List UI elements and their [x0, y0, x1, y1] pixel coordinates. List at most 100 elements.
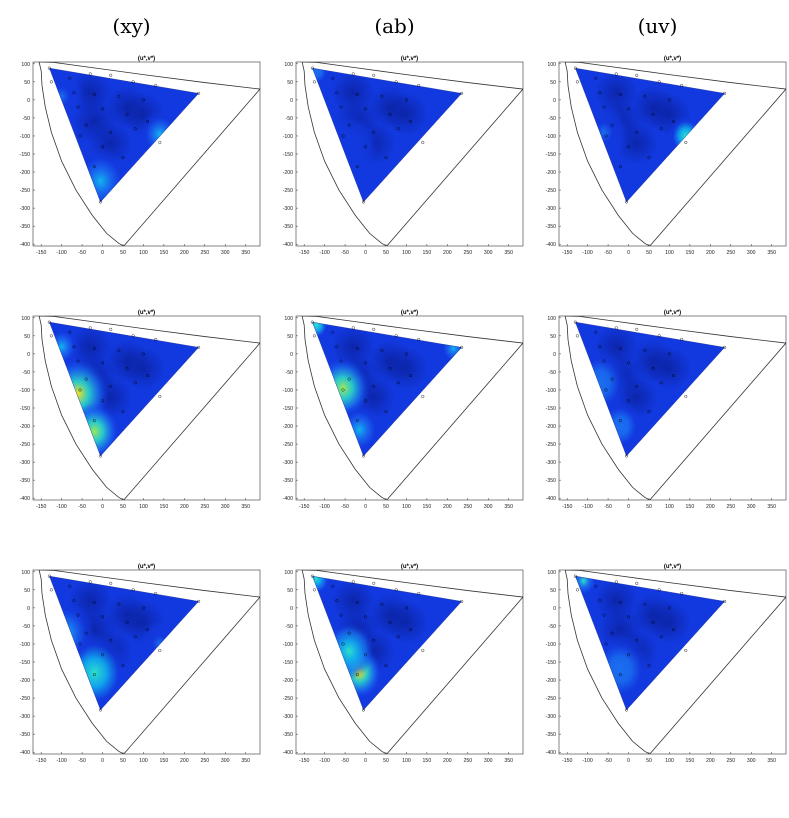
y-tick-label: -300: [20, 206, 30, 212]
panel-title: (u*,v*): [138, 56, 155, 62]
plot-frame: [295, 315, 524, 501]
locus-right-edge: [123, 88, 260, 246]
sample-point: [339, 613, 343, 617]
y-tick-label: 100: [284, 316, 293, 322]
plot-frame: [558, 569, 787, 755]
gamut-edge: [49, 321, 200, 457]
purple-line: [39, 316, 260, 344]
y-tick-label: -200: [546, 678, 556, 684]
y-tick-label: -150: [546, 660, 556, 666]
sample-point: [133, 127, 137, 131]
locus-right-edge: [123, 342, 260, 500]
y-tick-label: -350: [20, 478, 30, 484]
dark-blob: [72, 99, 117, 144]
y-tick-label: -150: [283, 406, 293, 412]
x-tick-label: 0: [364, 504, 367, 510]
sample-point: [117, 348, 121, 352]
locus-right-edge: [386, 88, 523, 246]
x-tick-label: 200: [443, 758, 452, 764]
x-tick-label: 300: [484, 250, 493, 256]
sample-point: [141, 606, 145, 610]
sample-point: [133, 381, 137, 385]
spectral-locus: [38, 62, 124, 246]
y-tick-label: -50: [286, 370, 294, 376]
sample-point: [396, 381, 400, 385]
dark-blob: [647, 346, 692, 391]
sample-point: [121, 664, 125, 668]
y-tick-label: -250: [283, 442, 293, 448]
sample-point: [672, 628, 676, 632]
y-tick-label: 50: [550, 334, 556, 340]
sample-point: [384, 156, 388, 160]
sample-point: [598, 345, 602, 349]
sample-point: [197, 599, 201, 603]
sample-point: [672, 374, 676, 378]
y-tick-label: -250: [283, 188, 293, 194]
x-tick-label: 350: [241, 250, 250, 256]
dark-blob: [647, 600, 692, 645]
hotspot: [312, 322, 331, 342]
plot-frame: [558, 315, 787, 501]
y-tick-label: 50: [24, 588, 30, 594]
sample-point: [723, 91, 727, 95]
spectral-locus: [564, 62, 650, 246]
sample-point: [384, 664, 388, 668]
sample-point: [49, 334, 53, 338]
x-tick-label: 0: [627, 758, 630, 764]
x-tick-label: 100: [139, 758, 148, 764]
x-tick-label: 150: [423, 504, 432, 510]
y-tick-label: -200: [20, 678, 30, 684]
x-tick-label: 100: [665, 504, 674, 510]
sample-point: [92, 673, 96, 677]
spectral-locus: [564, 316, 650, 500]
sample-point: [341, 642, 345, 646]
panel-title: (u*,v*): [401, 310, 418, 316]
y-tick-label: -400: [283, 242, 293, 248]
sample-point: [421, 140, 425, 144]
x-tick-label: 350: [241, 758, 250, 764]
plot-frame: [32, 61, 261, 247]
sample-point: [131, 334, 135, 338]
sample-point: [647, 410, 651, 414]
x-tick-label: -100: [56, 250, 66, 256]
sample-point: [667, 98, 671, 102]
sample-point: [396, 635, 400, 639]
sample-point: [594, 584, 598, 588]
sample-point: [355, 600, 359, 604]
spectral-locus: [38, 316, 124, 500]
sample-point: [364, 145, 368, 149]
locus-right-edge: [649, 596, 786, 754]
y-tick-label: -150: [20, 406, 30, 412]
y-tick-label: 100: [547, 62, 556, 68]
sample-point: [76, 359, 80, 363]
sample-point: [364, 615, 368, 619]
sample-point: [394, 334, 398, 338]
x-tick-label: 100: [139, 504, 148, 510]
purple-line: [302, 62, 523, 90]
sample-point: [659, 381, 663, 385]
x-tick-label: 100: [402, 758, 411, 764]
sample-point: [154, 337, 158, 341]
sample-point: [72, 599, 76, 603]
x-tick-label: 200: [706, 758, 715, 764]
sample-point: [68, 584, 72, 588]
y-tick-label: -400: [20, 750, 30, 756]
sample-point: [72, 91, 76, 95]
sample-point: [84, 631, 88, 635]
y-tick-label: -50: [286, 116, 294, 122]
sample-point: [117, 602, 121, 606]
y-tick-label: -300: [283, 714, 293, 720]
y-tick-label: -400: [20, 496, 30, 502]
panel-title: (u*,v*): [664, 56, 681, 62]
sample-point: [351, 580, 355, 584]
plot-frame: [32, 315, 261, 501]
x-tick-label: -50: [341, 758, 349, 764]
sample-point: [158, 648, 162, 652]
x-tick-label: -100: [319, 504, 329, 510]
sample-point: [355, 346, 359, 350]
y-tick-label: -300: [20, 714, 30, 720]
y-tick-label: 0: [27, 606, 30, 612]
y-tick-label: -300: [20, 460, 30, 466]
purple-line: [565, 316, 786, 344]
sample-point: [680, 83, 684, 87]
